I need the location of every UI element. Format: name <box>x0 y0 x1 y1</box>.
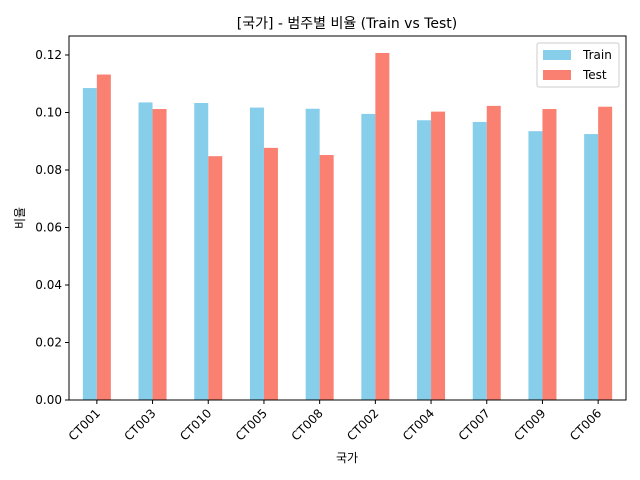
x-tick-label: CT003 <box>121 406 158 443</box>
bar-test-ct002 <box>375 52 390 401</box>
legend-label-test: Test <box>582 68 607 82</box>
bar-train-ct010 <box>194 102 209 401</box>
legend-label-train: Train <box>582 48 612 62</box>
chart-title: [국가] - 범주별 비율 (Train vs Test) <box>237 16 458 32</box>
y-tick-label: 0.00 <box>35 393 62 407</box>
y-tick-label: 0.06 <box>35 220 62 234</box>
x-tick-label: CT005 <box>233 406 270 443</box>
x-axis: CT001 CT003 CT010 CT005 CT008 CT002 CT004 CT007… <box>66 400 604 443</box>
x-tick-label: CT009 <box>511 406 548 443</box>
bar-train-ct005 <box>249 107 264 401</box>
x-axis-title: 국가 <box>336 451 358 465</box>
x-tick-label: CT007 <box>456 406 493 443</box>
bar-test-ct004 <box>431 111 446 401</box>
x-tick-label: CT010 <box>177 406 214 443</box>
bar-test-ct001 <box>96 74 111 400</box>
bar-train-ct007 <box>472 121 487 400</box>
y-tick-label: 0.04 <box>35 278 62 292</box>
bar-test-ct008 <box>319 155 334 400</box>
bar-train-ct004 <box>417 120 432 400</box>
bar-train-ct002 <box>361 113 376 401</box>
legend-swatch-test <box>543 70 571 80</box>
y-tick-label: 0.12 <box>35 48 62 62</box>
bar-test-ct003 <box>152 109 167 400</box>
bar-train-ct008 <box>305 108 320 400</box>
y-axis-title: 비율 <box>13 207 27 229</box>
x-tick-label: CT006 <box>567 406 604 443</box>
y-tick-label: 0.10 <box>35 105 62 119</box>
y-tick-label: 0.02 <box>35 335 62 349</box>
bar-train-ct006 <box>584 134 599 400</box>
x-tick-label: CT008 <box>289 406 326 443</box>
legend-swatch-train <box>543 50 571 60</box>
bar-group <box>82 52 613 401</box>
bar-train-ct003 <box>138 102 153 401</box>
bar-train-ct009 <box>528 131 543 400</box>
y-axis: 0.00 0.02 0.04 0.06 0.08 0.10 0.12 <box>35 48 69 407</box>
bar-test-ct007 <box>486 105 501 400</box>
bar-test-ct010 <box>208 156 223 400</box>
x-tick-label: CT002 <box>344 406 381 443</box>
x-tick-label: CT001 <box>66 406 103 443</box>
y-tick-label: 0.08 <box>35 163 62 177</box>
bar-test-ct005 <box>263 147 278 400</box>
legend: Train Test <box>536 42 620 88</box>
bar-test-ct009 <box>542 109 557 400</box>
plot-frame <box>68 35 627 401</box>
x-tick-label: CT004 <box>400 406 437 443</box>
bar-train-ct001 <box>82 88 97 400</box>
bar-test-ct006 <box>598 106 613 400</box>
